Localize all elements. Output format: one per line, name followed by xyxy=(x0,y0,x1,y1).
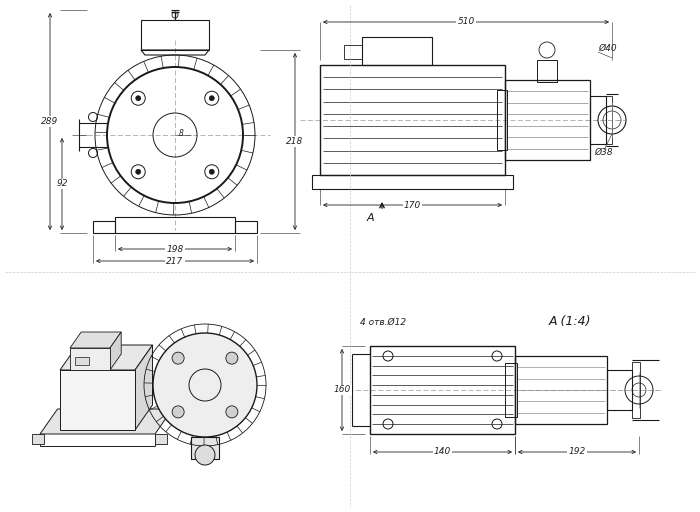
Polygon shape xyxy=(135,345,153,430)
Circle shape xyxy=(195,445,215,465)
Bar xyxy=(344,45,362,59)
Polygon shape xyxy=(89,350,94,365)
Text: A (1:4): A (1:4) xyxy=(549,315,592,329)
Bar xyxy=(141,20,209,50)
Polygon shape xyxy=(110,332,121,370)
Polygon shape xyxy=(40,409,172,434)
Text: 140: 140 xyxy=(434,447,451,457)
Bar xyxy=(32,434,44,444)
Text: 8: 8 xyxy=(179,130,184,139)
Bar xyxy=(320,65,505,175)
Text: 160: 160 xyxy=(333,386,351,395)
Text: 192: 192 xyxy=(568,447,586,457)
Bar xyxy=(606,96,612,144)
Circle shape xyxy=(172,352,184,364)
Bar xyxy=(370,346,515,434)
Circle shape xyxy=(153,333,257,437)
Bar xyxy=(505,363,517,417)
Text: Ø40: Ø40 xyxy=(598,44,617,53)
Text: 4 отв.Ø12: 4 отв.Ø12 xyxy=(360,317,406,327)
Bar xyxy=(115,217,235,233)
Bar xyxy=(537,60,557,82)
Bar xyxy=(155,434,167,444)
Text: 217: 217 xyxy=(167,257,183,266)
Polygon shape xyxy=(60,370,135,430)
Bar xyxy=(515,356,607,424)
Polygon shape xyxy=(191,437,219,459)
Bar xyxy=(505,80,590,160)
Circle shape xyxy=(136,96,141,101)
Bar xyxy=(362,37,432,65)
Bar xyxy=(235,221,257,233)
Polygon shape xyxy=(60,345,153,370)
Circle shape xyxy=(136,169,141,174)
Polygon shape xyxy=(75,357,89,365)
Polygon shape xyxy=(70,332,121,348)
Bar xyxy=(312,175,513,189)
Circle shape xyxy=(226,406,238,418)
Circle shape xyxy=(226,352,238,364)
Bar xyxy=(497,90,507,150)
Text: 218: 218 xyxy=(286,137,304,146)
Text: 289: 289 xyxy=(41,117,59,126)
Bar xyxy=(590,96,606,144)
Polygon shape xyxy=(70,348,110,370)
Circle shape xyxy=(209,169,214,174)
Text: 510: 510 xyxy=(457,17,475,27)
Bar xyxy=(93,221,115,233)
Circle shape xyxy=(172,406,184,418)
Polygon shape xyxy=(75,350,94,357)
Bar xyxy=(607,370,632,410)
Circle shape xyxy=(209,96,214,101)
Text: 92: 92 xyxy=(56,180,68,188)
Text: 170: 170 xyxy=(404,201,421,209)
Text: 198: 198 xyxy=(167,245,183,253)
Bar xyxy=(632,362,640,418)
Text: A: A xyxy=(366,213,374,223)
Text: Ø38: Ø38 xyxy=(594,147,612,157)
